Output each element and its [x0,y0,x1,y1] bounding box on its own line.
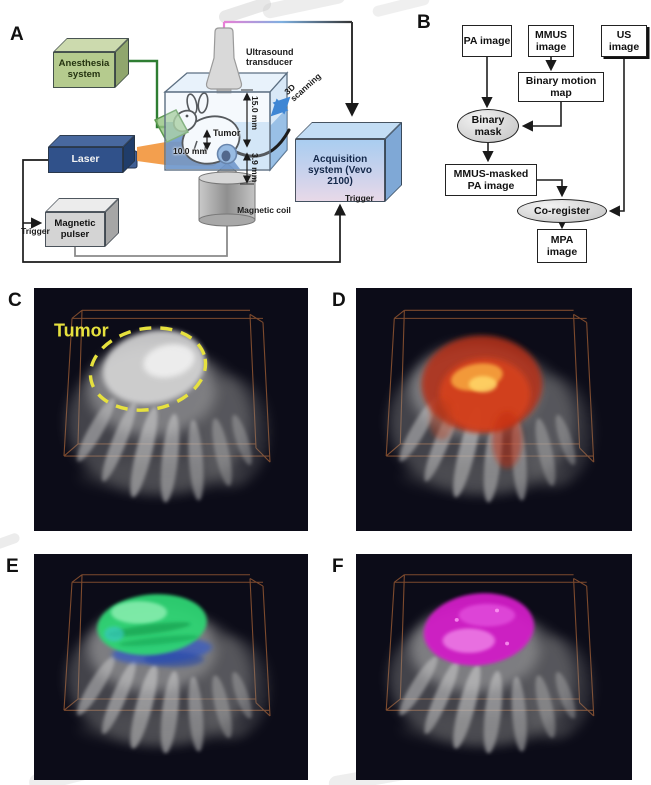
panel-a: A [0,0,415,290]
panel-e: E [0,548,330,785]
node-binary-motion-map: Binary motion map [518,72,604,102]
magnetic-pulser-box: Magnetic pulser [45,198,120,248]
trigger-right-label: Trigger [345,193,374,203]
ultrasound-transducer-label: Ultrasound transducer [246,47,294,68]
panel-c-label: C [8,290,22,311]
node-mpa-image: MPA image [537,229,587,263]
mmus-overlay [97,594,212,667]
scanning-arrow [270,96,291,117]
water-side [270,108,287,170]
tumor-region [102,329,206,405]
panel-b-label: B [417,12,431,33]
trigger-left-label: Trigger [21,226,50,236]
panel-b: B PA image MMUS image US image Binary mo… [410,0,651,285]
anesthesia-mask [153,109,190,143]
node-co-register: Co-register [517,199,607,223]
magnetic-coil-label: Magnetic coil [237,205,291,215]
anesthesia-system-label: Anesthesia system [53,52,115,88]
mouse-tail [234,128,291,158]
dimension-lines [202,89,254,185]
panel-d-image [356,288,632,531]
mouse-ear [197,92,209,114]
acquisition-system-label: Acquisition system (Vevo 2100) [295,139,385,202]
dim-width-label: 10.0 mm [172,146,208,156]
flowchart-arrows [481,57,625,230]
laser-box: Laser [48,135,136,174]
acquisition-system-box: Acquisition system (Vevo 2100) [295,122,403,203]
node-us-image: US image [601,25,647,57]
node-mmus-image: MMUS image [528,25,574,57]
panel-e-image [34,554,308,780]
anesthesia-system-box: Anesthesia system [53,38,131,89]
node-binary-mask: Binary mask [457,109,519,143]
node-mmus-masked-pa-image: MMUS-masked PA image [445,164,537,196]
pa-overlay [421,335,543,469]
water-tank-front [164,91,271,171]
tumor-marker [216,143,238,165]
panel-d: D [322,282,651,534]
panel-e-label: E [6,556,19,577]
panel-f-image [356,554,632,780]
panel-f-label: F [332,556,344,577]
magnetic-coil [198,162,256,227]
dim-depth-label: 3.9 mm [250,153,260,183]
panel-d-label: D [332,290,346,311]
node-pa-image: PA image [462,25,512,57]
ultrasound-transducer [205,27,243,94]
tumor-label: Tumor [213,128,241,138]
mouse-eye [185,114,189,118]
laser-trigger-wire [22,159,346,263]
tumor-outline [88,326,208,412]
pulser-coil-wire [74,224,228,257]
panel-a-diagram [22,20,359,263]
laser-label: Laser [48,147,123,173]
dim-height-label: 15.0 mm [250,96,260,131]
panel-c-image: Tumor [34,288,308,531]
magnetic-pulser-label: Magnetic pulser [45,212,105,247]
tumor-annotation: Tumor [54,321,109,341]
panel-f: F [322,548,651,785]
mpa-overlay [423,593,535,666]
panel-c: C [0,282,330,534]
panel-a-label: A [10,24,24,45]
